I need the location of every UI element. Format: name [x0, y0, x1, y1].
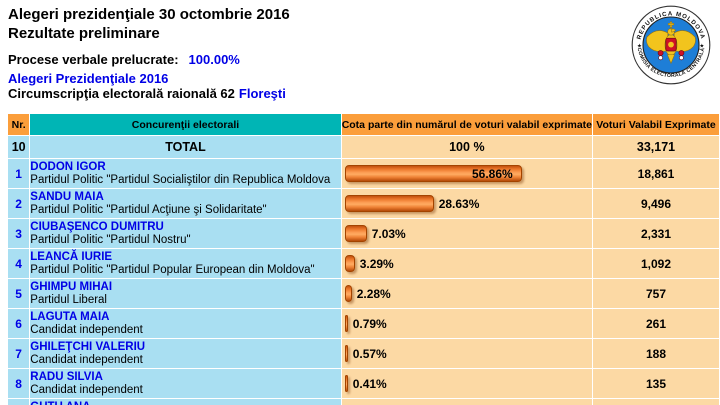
candidate-number: 3 — [8, 219, 30, 248]
vote-share-bar — [344, 315, 348, 332]
candidate-number: 9 — [8, 399, 30, 405]
district-line: Circumscripţia electorală raională 62 Flo… — [8, 86, 286, 101]
seal-star-icons: ★ ★ — [637, 42, 704, 49]
candidate-party: Partidul Politic "Partidul Acţiune şi So… — [30, 203, 267, 216]
col-header-candidates: Concurenţii electorali — [30, 114, 341, 135]
candidate-number: 8 — [8, 369, 30, 398]
district-label: Circumscripţia electorală raională 62 — [8, 86, 235, 101]
results-table-body: 10 TOTAL 100 % 33,171 1 DODON IGOR Parti… — [8, 136, 719, 405]
votes-count: 1,092 — [593, 249, 719, 278]
votes-count: 50 — [593, 399, 719, 405]
vote-share-bar-wrap: 0.57% — [342, 345, 592, 362]
candidate-row: 9 GUŢU ANA Candidat independent 0.15% 50 — [8, 399, 719, 405]
vote-share-bar-wrap: 0.79% — [342, 315, 592, 332]
total-nr: 10 — [8, 136, 30, 158]
candidate-party: Partidul Liberal — [30, 293, 107, 306]
candidate-name-link[interactable]: RADU SILVIA — [30, 370, 103, 383]
candidate-party: Candidat independent — [30, 383, 143, 396]
vote-share-bar-wrap: 3.29% — [342, 255, 592, 272]
candidate-row: 7 GHILEŢCHI VALERIU Candidat independent… — [8, 339, 719, 368]
candidate-name-link[interactable]: GUŢU ANA — [30, 401, 340, 405]
vote-share-percent: 0.79% — [352, 316, 387, 331]
vote-share-percent: 2.28% — [356, 286, 391, 301]
candidate-row: 2 SANDU MAIA Partidul Politic "Partidul … — [8, 189, 719, 218]
vote-share-bar: 56.86% — [344, 165, 522, 182]
title-line-2: Rezultate preliminare — [8, 25, 160, 42]
votes-count: 188 — [593, 339, 719, 368]
vote-share-bar — [344, 225, 367, 242]
candidate-name-link[interactable]: CIUBAŞENCO DUMITRU — [30, 220, 164, 233]
vote-share-bar-wrap: 2.28% — [342, 285, 592, 302]
candidate-row: 8 RADU SILVIA Candidat independent 0.41%… — [8, 369, 719, 398]
vote-share-bar-wrap: 0.41% — [342, 375, 592, 392]
votes-count: 18,861 — [593, 159, 719, 188]
vote-share-bar-wrap: 28.63% — [342, 195, 592, 212]
candidate-number: 5 — [8, 279, 30, 308]
vote-share-percent: 28.63% — [438, 196, 480, 211]
candidate-number: 6 — [8, 309, 30, 338]
processed-label: Procese verbale prelucrate: — [8, 52, 179, 67]
svg-text:★: ★ — [637, 42, 642, 49]
votes-count: 135 — [593, 369, 719, 398]
table-header-row: Nr. Concurenţii electorali Cota parte di… — [8, 114, 719, 135]
vote-share-bar-wrap: 56.86% — [342, 165, 592, 182]
processed-protocols: Procese verbale prelucrate: 100.00% — [8, 52, 240, 67]
candidate-name-link[interactable]: GHIMPU MIHAI — [30, 280, 113, 293]
page-title: Alegeri prezidenţiale 30 octombrie 2016 … — [8, 5, 290, 43]
election-2016-link[interactable]: Alegeri Prezidenţiale 2016 — [8, 71, 169, 86]
candidate-party: Partidul Politic "Partidul Socialiştilor… — [30, 173, 331, 186]
vote-share-percent: 7.03% — [371, 226, 406, 241]
vote-share-percent: 0.41% — [352, 376, 387, 391]
vote-share-percent: 0.57% — [352, 346, 387, 361]
candidate-name-link[interactable]: GHILEŢCHI VALERIU — [30, 340, 146, 353]
candidate-row: 1 DODON IGOR Partidul Politic "Partidul … — [8, 159, 719, 188]
total-share: 100 % — [341, 136, 592, 158]
votes-count: 9,496 — [593, 189, 719, 218]
candidate-row: 3 CIUBAŞENCO DUMITRU Partidul Politic "P… — [8, 219, 719, 248]
results-table: Nr. Concurenţii electorali Cota parte di… — [7, 113, 720, 405]
candidate-row: 5 GHIMPU MIHAI Partidul Liberal 2.28% 75… — [8, 279, 719, 308]
eagle-shield-icon — [657, 37, 685, 61]
votes-count: 757 — [593, 279, 719, 308]
candidate-number: 4 — [8, 249, 30, 278]
vote-share-bar — [344, 255, 355, 272]
svg-text:★: ★ — [699, 42, 704, 49]
vote-share-bar-wrap: 7.03% — [342, 225, 592, 242]
total-row: 10 TOTAL 100 % 33,171 — [8, 136, 719, 158]
vote-share-bar — [344, 285, 352, 302]
candidate-row: 6 LAGUTA MAIA Candidat independent 0.79%… — [8, 309, 719, 338]
title-line-1: Alegeri prezidenţiale 30 octombrie 2016 — [8, 6, 290, 23]
vote-share-percent: 56.86% — [471, 166, 513, 181]
candidate-name-link[interactable]: DODON IGOR — [30, 160, 106, 173]
col-header-nr: Nr. — [8, 114, 30, 135]
candidate-number: 2 — [8, 189, 30, 218]
total-votes: 33,171 — [593, 136, 719, 158]
votes-count: 2,331 — [593, 219, 719, 248]
votes-count: 261 — [593, 309, 719, 338]
district-link[interactable]: Floreşti — [238, 86, 286, 101]
cec-moldova-seal-logo: REPUBLICA MOLDOVA COMISIA ELECTORALĂ CEN… — [631, 5, 711, 85]
candidate-row: 4 LEANCĂ IURIE Partidul Politic "Partidu… — [8, 249, 719, 278]
candidate-party: Partidul Politic "Partidul Nostru" — [30, 233, 191, 246]
col-header-share: Cota parte din numărul de voturi valabil… — [341, 114, 592, 135]
total-label: TOTAL — [30, 136, 341, 158]
processed-value: 100.00% — [188, 52, 240, 67]
candidate-name-link[interactable]: LEANCĂ IURIE — [30, 250, 113, 263]
candidate-name-link[interactable]: SANDU MAIA — [30, 190, 104, 203]
vote-share-bar — [344, 195, 434, 212]
candidate-party: Candidat independent — [30, 323, 143, 336]
col-header-votes: Voturi Valabil Exprimate — [593, 114, 719, 135]
candidate-party: Partidul Politic "Partidul Popular Europ… — [30, 263, 315, 276]
candidate-number: 7 — [8, 339, 30, 368]
vote-share-bar — [344, 375, 348, 392]
candidate-party: Candidat independent — [30, 353, 143, 366]
candidate-number: 1 — [8, 159, 30, 188]
vote-share-bar — [344, 345, 348, 362]
candidate-name-link[interactable]: LAGUTA MAIA — [30, 310, 110, 323]
vote-share-percent: 3.29% — [359, 256, 394, 271]
